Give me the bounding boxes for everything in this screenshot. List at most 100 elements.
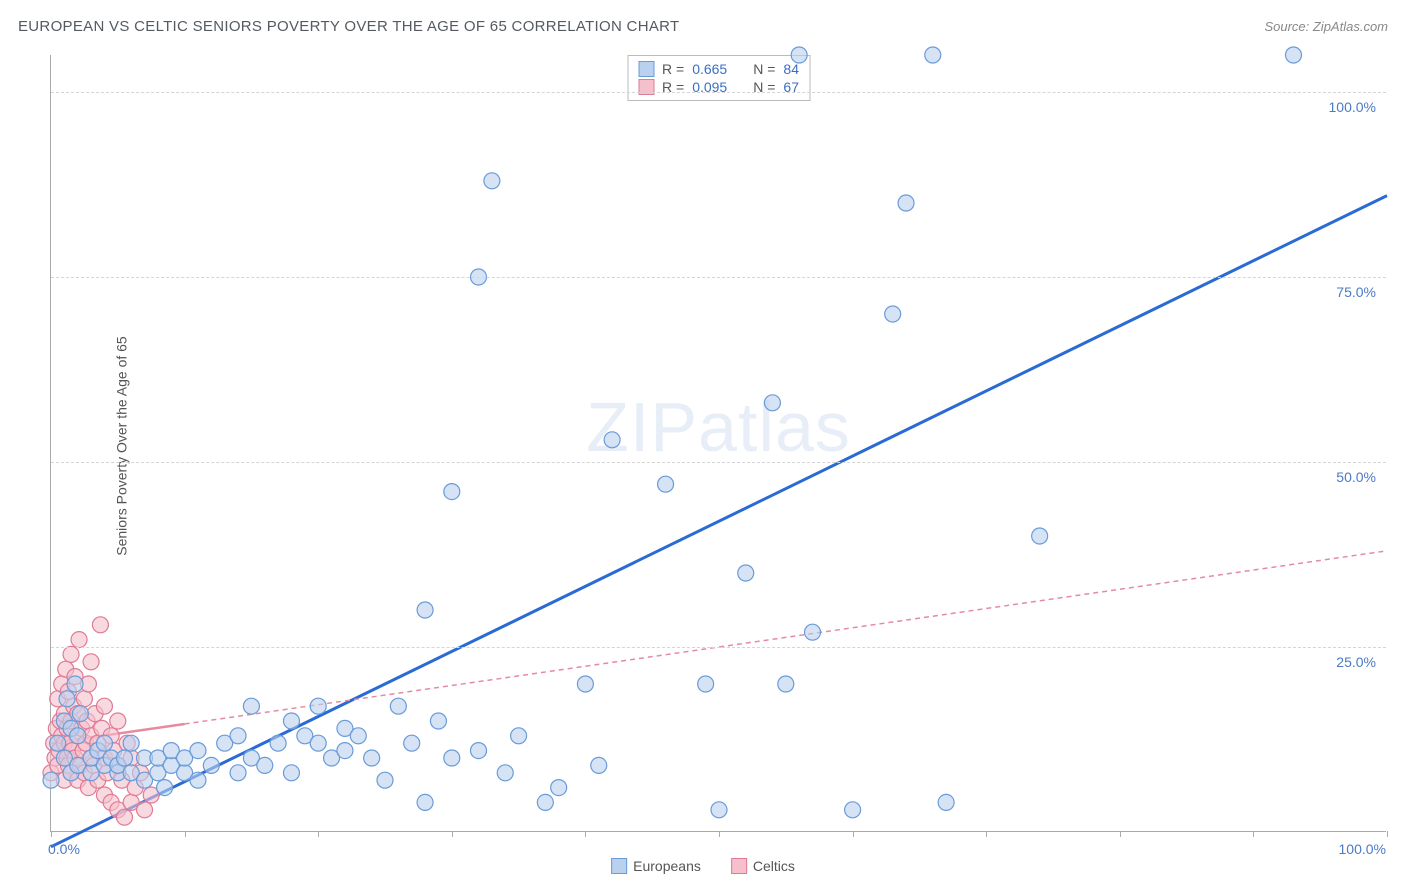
data-point xyxy=(123,735,139,751)
x-tick xyxy=(185,831,186,837)
chart-header: EUROPEAN VS CELTIC SENIORS POVERTY OVER … xyxy=(18,18,1388,35)
data-point xyxy=(430,713,446,729)
data-point xyxy=(243,698,259,714)
x-axis-max-label: 100.0% xyxy=(1339,841,1386,857)
data-point xyxy=(96,698,112,714)
data-point xyxy=(71,632,87,648)
x-tick xyxy=(853,831,854,837)
y-tick-label: 50.0% xyxy=(1336,469,1376,485)
data-point xyxy=(190,743,206,759)
legend-item: Europeans xyxy=(611,858,701,874)
data-point xyxy=(116,750,132,766)
data-point xyxy=(283,765,299,781)
data-point xyxy=(310,735,326,751)
data-point xyxy=(230,765,246,781)
data-point xyxy=(63,646,79,662)
data-point xyxy=(444,484,460,500)
data-point xyxy=(537,794,553,810)
data-point xyxy=(283,713,299,729)
x-tick xyxy=(51,831,52,837)
x-axis-min-label: 0.0% xyxy=(48,841,80,857)
x-tick xyxy=(585,831,586,837)
chart-source: Source: ZipAtlas.com xyxy=(1264,19,1388,34)
x-tick xyxy=(1387,831,1388,837)
chart-legend: Europeans Celtics xyxy=(611,858,795,874)
gridline xyxy=(51,647,1386,648)
data-point xyxy=(310,698,326,714)
data-point xyxy=(377,772,393,788)
data-point xyxy=(885,306,901,322)
data-point xyxy=(1032,528,1048,544)
x-tick xyxy=(986,831,987,837)
data-point xyxy=(190,772,206,788)
data-point xyxy=(92,617,108,633)
gridline xyxy=(51,92,1386,93)
data-point xyxy=(116,809,132,825)
gridline xyxy=(51,462,1386,463)
y-tick-label: 25.0% xyxy=(1336,654,1376,670)
data-point xyxy=(350,728,366,744)
y-tick-label: 75.0% xyxy=(1336,284,1376,300)
trend-line xyxy=(51,196,1387,847)
data-point xyxy=(764,395,780,411)
scatter-plot-svg xyxy=(51,55,1386,831)
data-point xyxy=(70,728,86,744)
data-point xyxy=(417,794,433,810)
data-point xyxy=(577,676,593,692)
data-point xyxy=(72,706,88,722)
data-point xyxy=(805,624,821,640)
data-point xyxy=(390,698,406,714)
data-point xyxy=(67,676,83,692)
chart-plot-area: ZIPatlas R =0.665N =84R =0.095N =67 25.0… xyxy=(50,55,1386,832)
legend-label: Europeans xyxy=(633,858,701,874)
data-point xyxy=(791,47,807,63)
data-point xyxy=(50,735,66,751)
data-point xyxy=(698,676,714,692)
data-point xyxy=(110,713,126,729)
data-point xyxy=(711,802,727,818)
x-tick xyxy=(318,831,319,837)
data-point xyxy=(591,757,607,773)
data-point xyxy=(203,757,219,773)
trend-line xyxy=(185,551,1387,724)
data-point xyxy=(83,654,99,670)
data-point xyxy=(444,750,460,766)
legend-label: Celtics xyxy=(753,858,795,874)
data-point xyxy=(898,195,914,211)
data-point xyxy=(404,735,420,751)
data-point xyxy=(658,476,674,492)
data-point xyxy=(471,743,487,759)
data-point xyxy=(604,432,620,448)
gridline xyxy=(51,277,1386,278)
data-point xyxy=(337,743,353,759)
x-tick xyxy=(719,831,720,837)
data-point xyxy=(778,676,794,692)
data-point xyxy=(137,802,153,818)
data-point xyxy=(484,173,500,189)
x-tick xyxy=(452,831,453,837)
data-point xyxy=(925,47,941,63)
data-point xyxy=(230,728,246,744)
legend-item: Celtics xyxy=(731,858,795,874)
data-point xyxy=(551,780,567,796)
data-point xyxy=(738,565,754,581)
data-point xyxy=(497,765,513,781)
data-point xyxy=(76,691,92,707)
data-point xyxy=(43,772,59,788)
data-point xyxy=(417,602,433,618)
data-point xyxy=(257,757,273,773)
data-point xyxy=(845,802,861,818)
data-point xyxy=(938,794,954,810)
legend-swatch xyxy=(731,858,747,874)
data-point xyxy=(511,728,527,744)
data-point xyxy=(157,780,173,796)
data-point xyxy=(1285,47,1301,63)
data-point xyxy=(96,735,112,751)
x-tick xyxy=(1120,831,1121,837)
legend-swatch xyxy=(611,858,627,874)
data-point xyxy=(270,735,286,751)
data-point xyxy=(364,750,380,766)
data-point xyxy=(59,691,75,707)
chart-title: EUROPEAN VS CELTIC SENIORS POVERTY OVER … xyxy=(18,18,679,35)
x-tick xyxy=(1253,831,1254,837)
